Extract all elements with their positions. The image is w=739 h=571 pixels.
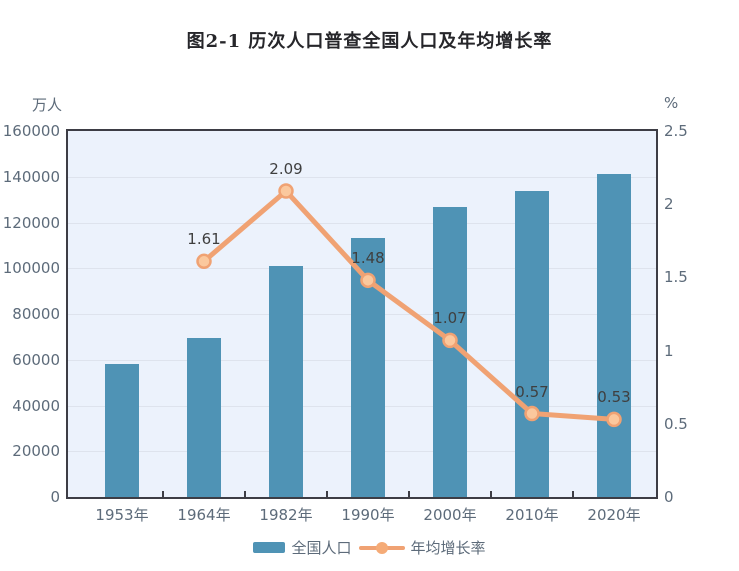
left-axis-tick-label: 160000: [2, 122, 60, 140]
left-axis-tick-label: 40000: [12, 396, 60, 415]
left-axis-tick-label: 0: [50, 488, 60, 506]
growth-rate-marker: [278, 183, 294, 199]
line-marker-swatch-icon: [358, 541, 405, 554]
right-axis-tick-label: 2.5: [664, 122, 688, 140]
growth-rate-marker: [196, 253, 212, 270]
population-bar-1982年: [269, 266, 303, 497]
right-axis-tick-label: 1: [664, 341, 674, 360]
x-axis-label-1953年: 1953年: [95, 506, 149, 524]
growth-rate-value-label: 1.61: [187, 230, 221, 249]
x-axis-tick: [162, 491, 164, 497]
right-axis-unit: %: [664, 94, 679, 112]
x-axis-label-1990年: 1990年: [341, 506, 395, 524]
x-axis-label-2020年: 2020年: [587, 506, 641, 524]
left-axis-unit: 万人: [31, 96, 62, 114]
growth-rate-value-label: 0.53: [597, 388, 631, 407]
population-bar-2000年: [433, 207, 467, 497]
x-axis-tick: [326, 491, 328, 497]
x-axis-label-2000年: 2000年: [423, 506, 477, 524]
growth-rate-value-label: 2.09: [269, 160, 303, 179]
gridline: [68, 222, 656, 224]
bar-swatch-icon: [253, 542, 286, 553]
population-bar-2020年: [597, 174, 631, 497]
left-axis-tick-label: 140000: [2, 167, 60, 186]
chart-legend: 全国人口 年均增长率: [0, 537, 739, 558]
x-axis-tick: [490, 491, 492, 497]
left-axis-tick-label: 80000: [12, 305, 60, 323]
growth-rate-value-label: 1.48: [351, 249, 385, 268]
right-axis-tick-label: 1.5: [664, 268, 688, 287]
right-axis-tick-label: 2: [664, 195, 674, 214]
x-axis-label-1982年: 1982年: [259, 506, 313, 524]
x-axis-label-1964年: 1964年: [177, 506, 231, 524]
x-axis-tick: [572, 491, 574, 497]
population-bar-1953年: [105, 363, 139, 497]
right-axis-tick-label: 0.5: [664, 414, 688, 433]
figure-title: 图2-1 历次人口普查全国人口及年均增长率: [186, 31, 553, 52]
left-axis-tick-label: 120000: [2, 213, 60, 232]
legend-label-population: 全国人口: [291, 539, 352, 557]
x-axis-label-2010年: 2010年: [505, 506, 559, 524]
population-bar-2010年: [515, 190, 549, 497]
right-axis-tick-label: 0: [664, 488, 674, 506]
x-axis-tick: [408, 491, 410, 497]
legend-label-growth-rate: 年均增长率: [410, 539, 486, 557]
legend-item-population: 全国人口: [253, 537, 352, 558]
left-axis-tick-label: 20000: [12, 442, 60, 461]
growth-rate-value-label: 0.57: [515, 382, 549, 401]
population-bar-1964年: [187, 338, 221, 497]
legend-item-growth-rate: 年均增长率: [358, 537, 486, 558]
plot-area: 1.61 2.09 1.48 1.07 0.57 0.53: [66, 129, 658, 499]
x-axis-tick: [244, 491, 246, 497]
gridline: [68, 176, 656, 178]
growth-rate-value-label: 1.07: [433, 309, 467, 328]
left-axis-tick-label: 60000: [12, 350, 60, 369]
population-bar-1990年: [351, 237, 385, 497]
left-axis-tick-label: 100000: [2, 259, 60, 278]
